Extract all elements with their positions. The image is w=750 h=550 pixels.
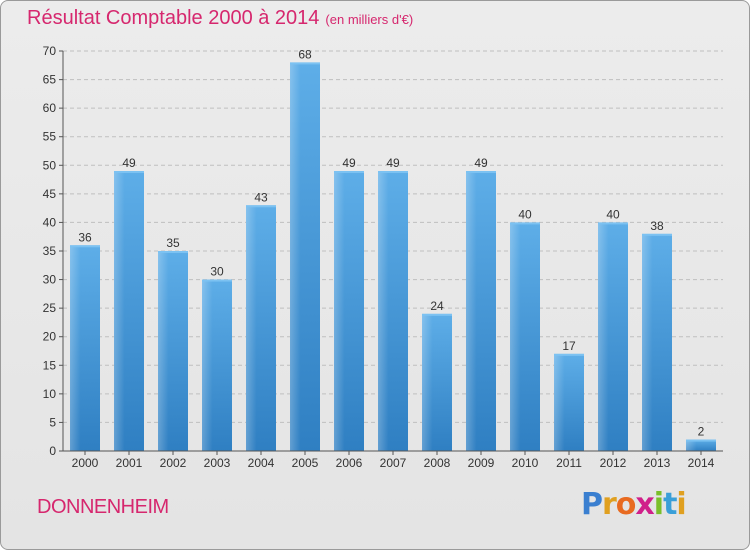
city-name: DONNENHEIM xyxy=(37,496,169,518)
value-label: 43 xyxy=(254,190,268,204)
bar-layer xyxy=(70,62,716,452)
value-label: 30 xyxy=(210,265,224,279)
logo-letter: P xyxy=(581,487,603,522)
bar-top-edge xyxy=(202,279,232,282)
bar-highlight xyxy=(202,279,213,451)
bar-top-edge xyxy=(334,171,364,173)
value-label: 38 xyxy=(650,219,664,233)
bar-top-edge xyxy=(246,205,276,208)
bar-top-edge xyxy=(554,353,584,356)
y-tick-label: 30 xyxy=(43,273,57,287)
x-tick-label: 2008 xyxy=(424,456,451,470)
x-tick-label: 2005 xyxy=(292,456,319,470)
value-label: 35 xyxy=(166,236,180,250)
bar-top-edge xyxy=(290,62,320,65)
value-label: 17 xyxy=(562,339,576,353)
bar-top-edge xyxy=(510,222,540,225)
proxiti-logo[interactable]: Proxiti xyxy=(581,487,687,522)
y-tick-label: 0 xyxy=(49,444,56,458)
y-tick-label: 35 xyxy=(43,244,57,258)
y-tick-label: 25 xyxy=(43,301,57,315)
x-tick-label: 2011 xyxy=(556,456,582,470)
bar-top-edge xyxy=(70,245,100,248)
bar-highlight xyxy=(378,171,389,451)
value-label: 40 xyxy=(606,207,620,221)
logo-letter: o xyxy=(615,487,637,522)
bar-top-edge xyxy=(114,171,144,173)
logo-letter: i xyxy=(676,487,686,522)
x-tick-label: 2002 xyxy=(160,456,187,470)
x-tick-label: 2007 xyxy=(380,456,407,470)
bar-highlight xyxy=(466,171,477,451)
x-tick-label: 2012 xyxy=(600,456,627,470)
bar-highlight xyxy=(598,222,609,451)
bar-highlight xyxy=(290,62,301,452)
bar-highlight xyxy=(686,439,697,451)
chart-title: Résultat Comptable 2000 à 2014 (en millie… xyxy=(27,7,413,30)
y-tick-label: 10 xyxy=(43,387,57,401)
bar-highlight xyxy=(114,171,125,451)
value-label: 49 xyxy=(474,156,488,170)
bar-highlight xyxy=(642,233,653,451)
chart-subtitle: (en milliers d'€) xyxy=(325,12,414,27)
bar-highlight xyxy=(246,205,257,451)
bar-highlight xyxy=(70,245,81,451)
bar-2014 xyxy=(686,439,716,451)
value-label: 24 xyxy=(430,299,444,313)
x-tick-label: 2014 xyxy=(688,456,715,470)
y-tick-label: 15 xyxy=(43,358,57,372)
bar-top-edge xyxy=(642,233,672,236)
y-tick-label: 20 xyxy=(43,330,57,344)
y-tick-label: 45 xyxy=(43,187,57,201)
bar-top-edge xyxy=(422,313,452,316)
bar-highlight xyxy=(334,171,345,451)
bar-top-edge xyxy=(598,222,628,225)
logo-letter: t xyxy=(663,487,677,522)
x-tick-label: 2006 xyxy=(336,456,363,470)
x-tick-label: 2004 xyxy=(248,456,275,470)
y-tick-label: 65 xyxy=(43,73,57,87)
logo-letter: r xyxy=(602,487,617,522)
bar-top-edge xyxy=(466,171,496,173)
x-tick-label: 2003 xyxy=(204,456,231,470)
x-tick-label: 2009 xyxy=(468,456,495,470)
y-tick-label: 55 xyxy=(43,130,57,144)
y-tick-label: 50 xyxy=(43,158,57,172)
x-tick-label: 2010 xyxy=(512,456,539,470)
logo-letter: x xyxy=(635,487,654,522)
y-tick-label: 60 xyxy=(43,101,57,115)
bar-highlight xyxy=(554,353,565,451)
x-tick-label: 2000 xyxy=(72,456,99,470)
bar-highlight xyxy=(158,251,169,451)
chart-title-text: Résultat Comptable 2000 à 2014 xyxy=(27,7,320,29)
value-label: 49 xyxy=(122,156,136,170)
y-tick-label: 5 xyxy=(49,415,56,429)
bar-top-edge xyxy=(158,251,188,253)
value-label: 49 xyxy=(342,156,356,170)
value-label: 36 xyxy=(78,230,92,244)
x-tick-label: 2001 xyxy=(116,456,143,470)
bar-top-edge xyxy=(378,171,408,173)
x-tick-label: 2013 xyxy=(644,456,671,470)
bar-top-edge xyxy=(686,439,716,442)
bar-highlight xyxy=(510,222,521,451)
y-tick-label: 70 xyxy=(43,44,57,58)
value-label: 2 xyxy=(698,425,705,439)
logo-letter: i xyxy=(653,487,664,522)
value-label: 68 xyxy=(298,47,312,61)
axis-layer: 0 5 10 15 20 25 30 35 40 45 50 55 60 65 70 2000 2001 2002… xyxy=(43,44,723,470)
y-tick-label: 40 xyxy=(43,215,57,229)
value-label: 49 xyxy=(386,156,400,170)
bar-highlight xyxy=(422,313,433,451)
label-layer: 36 49 35 30 43 68 49 49 24 49 40 17 40 38 2 xyxy=(78,47,704,438)
value-label: 40 xyxy=(518,207,532,221)
